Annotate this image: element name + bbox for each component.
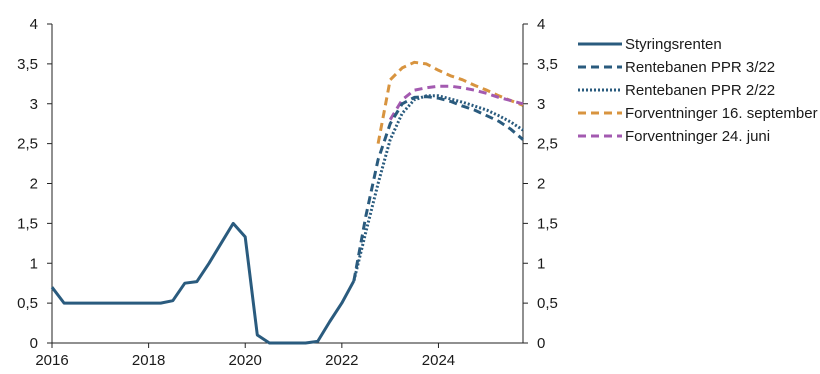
series-line-4 xyxy=(388,84,524,121)
right-y-tick-label: 3 xyxy=(537,96,545,113)
left-y-tick-label: 1,5 xyxy=(17,215,38,232)
x-axis: 2016 2018 2020 2022 2024 xyxy=(35,343,455,369)
right-y-tick-label: 0,5 xyxy=(537,295,558,312)
x-tick-label: 2022 xyxy=(325,352,358,369)
x-tick-label: 2024 xyxy=(422,352,455,369)
left-y-axis: 0 0,5 1 1,5 2 2,5 3 3,5 4 xyxy=(17,16,52,352)
right-y-tick-label: 0 xyxy=(537,335,545,352)
right-y-tick: 1,5 xyxy=(523,215,558,232)
x-tick: 2024 xyxy=(422,343,455,369)
left-y-tick-label: 0,5 xyxy=(17,295,38,312)
legend-item: Rentebanen PPR 2/22 xyxy=(578,82,775,99)
right-y-axis: 0 0,5 1 1,5 2 2,5 3 3,5 4 xyxy=(523,16,558,352)
left-y-tick: 0,5 xyxy=(17,295,52,312)
left-y-tick: 2,5 xyxy=(17,136,52,153)
x-tick: 2016 xyxy=(35,343,69,369)
right-y-tick: 0 xyxy=(523,335,545,352)
legend-item: Rentebanen PPR 3/22 xyxy=(578,59,775,76)
left-y-tick-label: 4 xyxy=(30,16,38,33)
x-tick: 2018 xyxy=(132,343,165,369)
right-y-tick-label: 4 xyxy=(537,16,545,33)
right-y-tick-label: 1,5 xyxy=(537,215,558,232)
left-y-tick: 1,5 xyxy=(17,215,52,232)
legend-item: Forventninger 16. september xyxy=(578,105,818,122)
x-tick-label: 2018 xyxy=(132,352,165,369)
left-y-tick: 1 xyxy=(30,255,52,272)
legend-item: Styringsrenten xyxy=(578,36,722,53)
left-y-tick-label: 0 xyxy=(30,335,38,352)
right-y-tick: 0,5 xyxy=(523,295,558,312)
left-y-tick: 3 xyxy=(30,96,52,113)
left-y-tick-label: 3 xyxy=(30,96,38,113)
series-line-3 xyxy=(376,60,524,144)
left-y-tick: 3,5 xyxy=(17,56,52,73)
right-y-tick-label: 2 xyxy=(537,176,545,193)
left-y-tick-label: 3,5 xyxy=(17,56,38,73)
left-y-tick-label: 2 xyxy=(30,176,38,193)
legend-label: Rentebanen PPR 2/22 xyxy=(625,82,775,99)
x-tick-label: 2016 xyxy=(35,352,68,369)
legend-label: Styringsrenten xyxy=(625,36,722,53)
right-y-tick-label: 3,5 xyxy=(537,56,558,73)
right-y-tick: 1 xyxy=(523,255,545,272)
series-line-1 xyxy=(352,95,524,282)
legend-label: Forventninger 16. september xyxy=(625,105,818,122)
left-y-tick-label: 1 xyxy=(30,255,38,272)
x-tick: 2020 xyxy=(229,343,262,369)
x-tick-label: 2020 xyxy=(229,352,262,369)
legend-label: Rentebanen PPR 3/22 xyxy=(625,59,775,76)
plot-frame xyxy=(51,24,524,344)
right-y-tick: 4 xyxy=(523,16,545,33)
left-y-tick: 2 xyxy=(30,176,52,193)
right-y-tick-label: 2,5 xyxy=(537,136,558,153)
series-line-2 xyxy=(352,94,524,282)
left-y-tick: 0 xyxy=(30,335,52,352)
legend-label: Forventninger 24. juni xyxy=(625,128,770,145)
right-y-tick: 3 xyxy=(523,96,545,113)
left-y-tick: 4 xyxy=(30,16,52,33)
right-y-tick: 2 xyxy=(523,176,545,193)
right-y-tick: 3,5 xyxy=(523,56,558,73)
right-y-tick-label: 1 xyxy=(537,255,545,272)
series-layer xyxy=(50,60,524,345)
x-tick: 2022 xyxy=(325,343,359,369)
left-y-tick-label: 2,5 xyxy=(17,136,38,153)
legend: Styringsrenten Rentebanen PPR 3/22 Renteba… xyxy=(578,36,818,145)
right-y-tick: 2,5 xyxy=(523,136,558,153)
legend-item: Forventninger 24. juni xyxy=(578,128,770,145)
series-line-0 xyxy=(50,221,356,345)
